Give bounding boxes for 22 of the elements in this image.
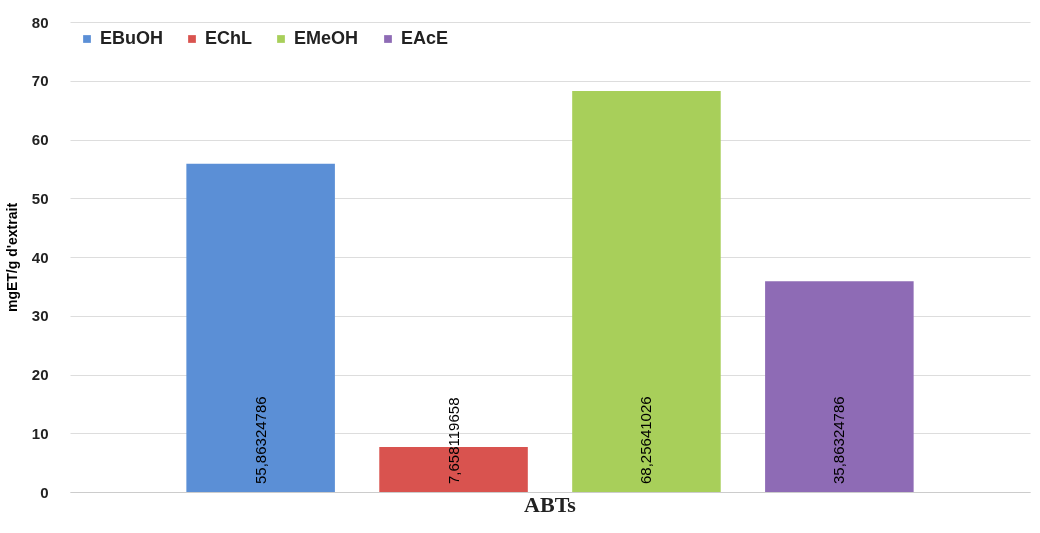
y-axis-title: mgET/g d'extrait (3, 202, 20, 313)
y-tick-label: 30 (31, 307, 49, 325)
x-tick-label: ABTs (524, 491, 577, 517)
y-tick-label: 60 (31, 131, 49, 148)
data-label: 55,86324786 (251, 396, 269, 484)
data-label: 35,86324786 (830, 396, 848, 484)
legend-label: EBuOH (100, 28, 163, 48)
bar (765, 281, 914, 492)
y-tick-label: 0 (40, 483, 49, 501)
y-tick-label: 50 (31, 189, 49, 207)
y-tick-label: 20 (31, 366, 49, 383)
data-label: 68,25641026 (637, 396, 655, 484)
bar (186, 163, 335, 492)
y-tick-label: 80 (31, 13, 49, 31)
data-label: 7,658119658 (444, 397, 462, 484)
y-tick-label: 10 (31, 424, 49, 442)
bar (572, 90, 721, 492)
y-tick-label: 40 (31, 248, 49, 266)
legend-label: EChL (205, 28, 252, 48)
legend-label: EMeOH (294, 28, 359, 48)
y-tick-label: 70 (31, 72, 49, 90)
legend-label: EAcE (401, 28, 449, 48)
